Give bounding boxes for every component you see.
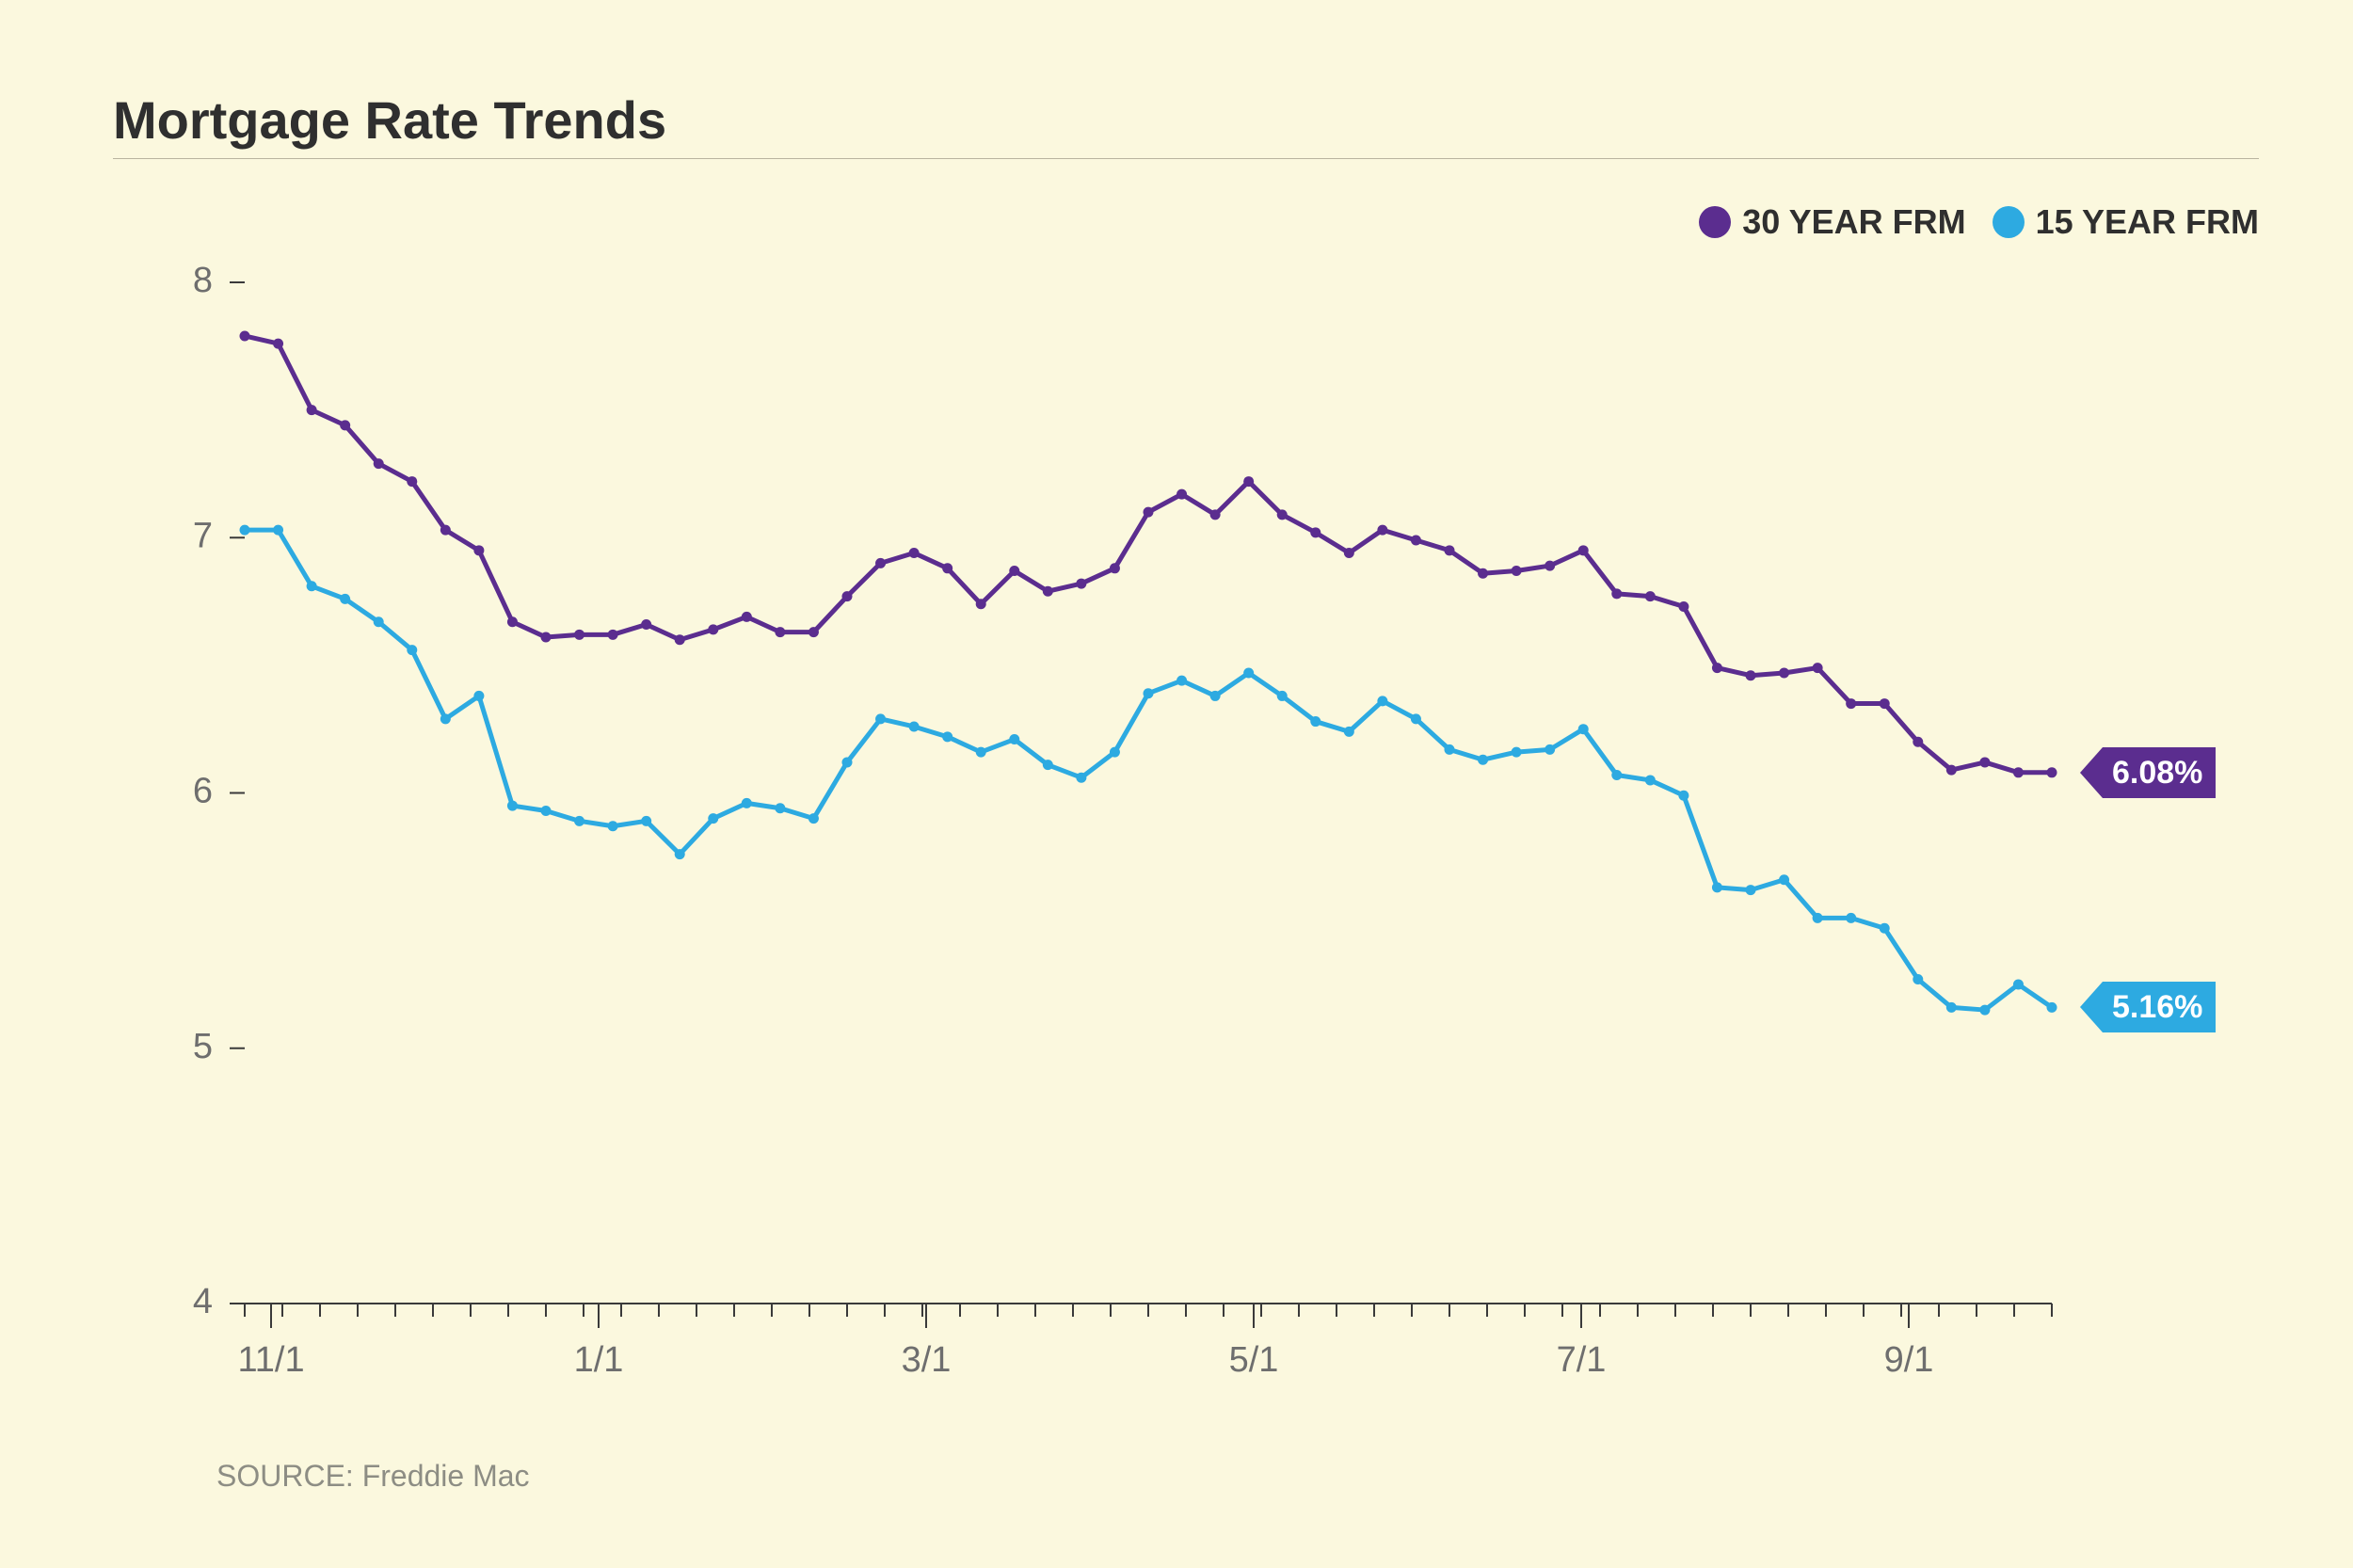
legend-label: 30 YEAR FRM [1742,202,1965,242]
callout-frm30: 6.08% [2080,747,2216,798]
y-tick-label: 7 [193,516,213,555]
chart-page: Mortgage Rate Trends 30 YEAR FRM 15 YEAR … [0,0,2353,1568]
chart-legend: 30 YEAR FRM 15 YEAR FRM [1699,202,2259,242]
x-tick-label: 3/1 [902,1340,952,1380]
y-tick-label: 6 [193,772,213,811]
legend-label: 15 YEAR FRM [2036,202,2259,242]
chart-title: Mortgage Rate Trends [113,89,666,151]
callout-frm15: 5.16% [2080,982,2216,1032]
x-tick-label: 11/1 [237,1340,304,1380]
legend-item: 15 YEAR FRM [1993,202,2259,242]
line-chart: 4 5 6 7 8 11/1 1/1 3/1 5/1 7/1 9/1 [132,264,2080,1435]
y-tick-label: 5 [193,1027,213,1066]
callout-arrow-icon [2080,747,2103,798]
title-rule [113,158,2259,159]
x-tick-label: 9/1 [1884,1340,1934,1380]
series-line-frm30 [245,336,2052,773]
x-tick-label: 7/1 [1557,1340,1607,1380]
y-tick-label: 8 [193,264,213,300]
y-tick-label: 4 [193,1282,213,1321]
callout-label: 6.08% [2103,747,2216,798]
x-tick-label: 1/1 [574,1340,624,1380]
legend-dot-icon [1699,206,1731,238]
callout-label: 5.16% [2103,982,2216,1032]
chart-source: SOURCE: Freddie Mac [216,1459,530,1494]
legend-dot-icon [1993,206,2025,238]
callout-arrow-icon [2080,982,2103,1032]
x-tick-label: 5/1 [1229,1340,1279,1380]
legend-item: 30 YEAR FRM [1699,202,1965,242]
series-line-frm15 [245,530,2052,1010]
